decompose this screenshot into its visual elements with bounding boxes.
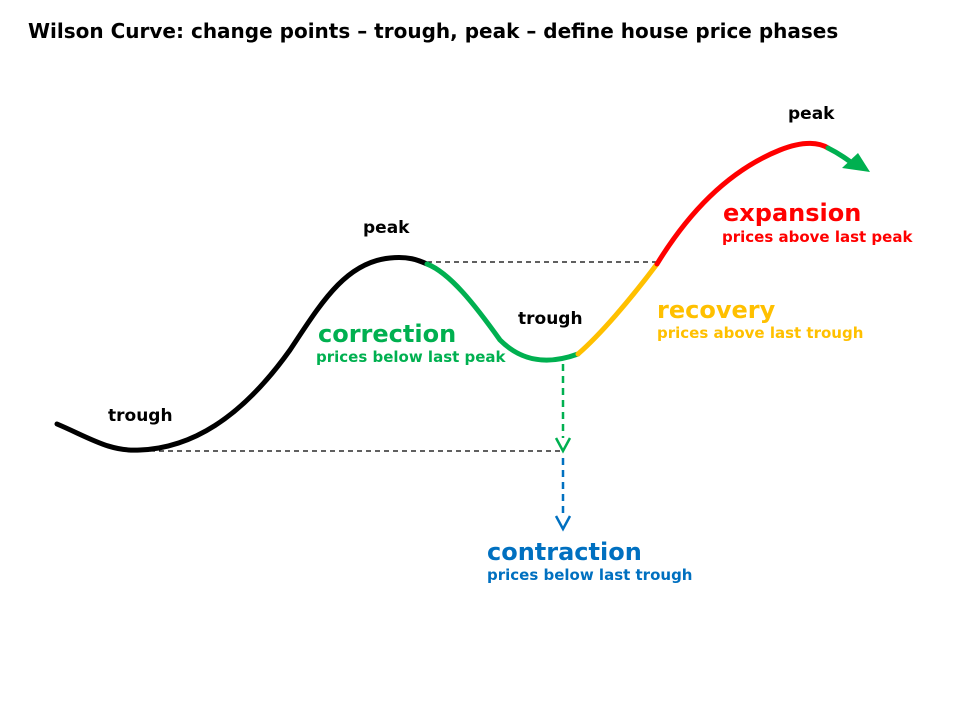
expansion-curve-segment <box>654 140 831 267</box>
contraction-phase-name: contraction <box>487 538 642 566</box>
second-trough-label: trough <box>518 309 583 329</box>
trend-arrow-head <box>842 153 870 172</box>
recovery-curve-segment <box>575 261 660 357</box>
correction-phase-description: prices below last peak <box>316 348 506 366</box>
expansion-phase-description: prices above last peak <box>722 228 913 246</box>
first-trough-label: trough <box>108 406 173 426</box>
recovery-phase-description: prices above last trough <box>657 324 864 342</box>
second-peak-label: peak <box>788 104 835 124</box>
correction-curve-segment <box>424 261 581 363</box>
first-peak-label: peak <box>363 218 410 238</box>
recovery-phase-name: recovery <box>657 296 776 324</box>
expansion-phase-name: expansion <box>723 199 862 227</box>
correction-drop-arrowhead <box>554 437 572 454</box>
correction-phase-name: correction <box>318 320 457 348</box>
contraction-drop-arrowhead <box>554 515 572 532</box>
base-curve-segment <box>54 255 430 453</box>
contraction-phase-description: prices below last trough <box>487 566 693 584</box>
diagram-title: Wilson Curve: change points – trough, pe… <box>28 19 839 43</box>
